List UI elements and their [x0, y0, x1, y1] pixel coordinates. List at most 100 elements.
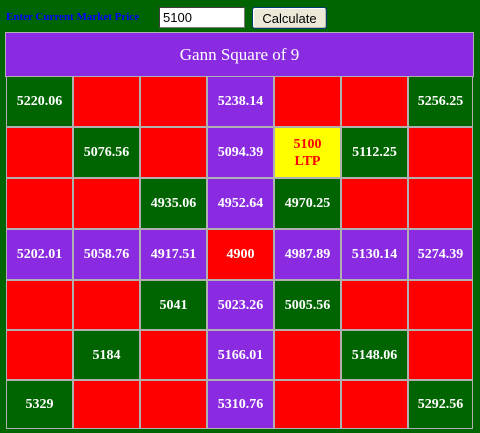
gann-cell [6, 127, 73, 178]
cell-content: 4900 [227, 246, 255, 263]
ltp-label: LTP [294, 153, 321, 169]
calculate-button[interactable]: Calculate [252, 7, 327, 29]
gann-cell: 4935.06 [140, 178, 207, 229]
gann-cell [140, 127, 207, 178]
cell-value: 4987.89 [284, 247, 331, 262]
gann-cell [6, 330, 73, 380]
gann-cell: 4970.25 [274, 178, 341, 229]
cell-value: 5023.26 [217, 297, 264, 313]
cell-content: 5100 LTP [294, 136, 322, 170]
gann-cell [274, 330, 341, 380]
gann-cell [6, 178, 73, 229]
gann-square-table: Gann Square of 9 5220.06 5238.14 5256.25 50… [5, 32, 474, 429]
gann-cell [73, 280, 140, 330]
gann-cell: 5148.06 [341, 330, 408, 380]
cell-content: 5005.56 [285, 297, 331, 314]
cell-value: 5238.14 [217, 94, 264, 109]
cell-value: 4917.51 [150, 247, 197, 262]
cell-content: 5058.76 [84, 246, 130, 263]
cell-content: 5256.25 [418, 93, 464, 110]
gann-cell: 4900 [207, 229, 274, 280]
cell-value: 4952.64 [217, 196, 264, 211]
cell-content: 5202.01 [17, 246, 63, 263]
cell-content: 5076.56 [84, 144, 130, 161]
cell-value: 5148.06 [351, 347, 398, 363]
cell-value: 4970.25 [284, 196, 331, 211]
gann-cell: 5292.56 [408, 380, 473, 429]
cell-content: 4987.89 [285, 246, 331, 263]
cell-content: 4935.06 [151, 195, 197, 212]
gann-cell: 5041 [140, 280, 207, 330]
cell-content: 5148.06 [352, 347, 398, 364]
cell-content: 5238.14 [218, 93, 264, 110]
price-form: Enter Current Market Price Calculate [0, 0, 480, 31]
gann-cell [408, 178, 473, 229]
gann-cell: 5023.26 [207, 280, 274, 330]
cell-content: 5023.26 [218, 297, 264, 314]
table-title: Gann Square of 9 [5, 32, 474, 77]
cell-content: 5041 [160, 297, 188, 314]
cell-content: 5112.25 [352, 144, 397, 161]
cell-value: 5202.01 [16, 247, 63, 262]
gann-cell: 5256.25 [408, 76, 473, 127]
gann-cell [140, 330, 207, 380]
cell-content: 4917.51 [151, 246, 197, 263]
gann-cell: 5310.76 [207, 380, 274, 429]
gann-cell [274, 76, 341, 127]
gann-cell: 5220.06 [6, 76, 73, 127]
gann-cell: 5058.76 [73, 229, 140, 280]
gann-cell [408, 280, 473, 330]
gann-cell: 5184 [73, 330, 140, 380]
cell-content: 5292.56 [418, 396, 464, 413]
gann-cell: 5202.01 [6, 229, 73, 280]
gann-cell: 5238.14 [207, 76, 274, 127]
gann-cell: 4987.89 [274, 229, 341, 280]
gann-cell: 5329 [6, 380, 73, 429]
gann-cell [73, 380, 140, 429]
cell-value: 4900 [226, 247, 255, 262]
gann-cell [73, 178, 140, 229]
gann-cell: 5166.01 [207, 330, 274, 380]
gann-cell [341, 280, 408, 330]
market-price-input[interactable] [159, 7, 245, 28]
gann-cell: 4917.51 [140, 229, 207, 280]
gann-cell: 4952.64 [207, 178, 274, 229]
cell-value: 5184 [92, 347, 121, 363]
cell-content: 5094.39 [218, 144, 264, 161]
cell-content: 5130.14 [352, 246, 398, 263]
cell-content: 5220.06 [17, 93, 63, 110]
cell-value: 5076.56 [83, 145, 130, 160]
cell-value: 5100 [293, 136, 322, 152]
cell-content: 4952.64 [218, 195, 264, 212]
gann-cell [408, 127, 473, 178]
cell-value: 5112.25 [352, 145, 397, 160]
gann-cell [140, 380, 207, 429]
cell-value: 5041 [159, 297, 188, 313]
cell-value: 4935.06 [150, 196, 197, 211]
gann-cell: 5274.39 [408, 229, 473, 280]
cell-value: 5274.39 [417, 247, 464, 262]
cell-content: 5184 [93, 347, 121, 364]
cell-value: 5166.01 [217, 347, 264, 363]
cell-value: 5310.76 [217, 397, 264, 412]
gann-cell [140, 76, 207, 127]
gann-cell: 5076.56 [73, 127, 140, 178]
gann-cell [274, 380, 341, 429]
cell-value: 5094.39 [217, 145, 264, 160]
gann-cell [408, 330, 473, 380]
gann-cell: 5130.14 [341, 229, 408, 280]
cell-value: 5329 [25, 397, 54, 412]
gann-cell: 5112.25 [341, 127, 408, 178]
cell-content: 5329 [26, 396, 54, 413]
gann-cell: 5005.56 [274, 280, 341, 330]
cell-content: 4970.25 [285, 195, 331, 212]
cell-value: 5130.14 [351, 247, 398, 262]
gann-cell [341, 76, 408, 127]
gann-cell [73, 76, 140, 127]
cell-value: 5005.56 [284, 297, 331, 313]
cell-value: 5220.06 [16, 94, 63, 109]
cell-content: 5310.76 [218, 396, 264, 413]
gann-cell [6, 280, 73, 330]
gann-cell: 5100 LTP [274, 127, 341, 178]
gann-cell [341, 380, 408, 429]
